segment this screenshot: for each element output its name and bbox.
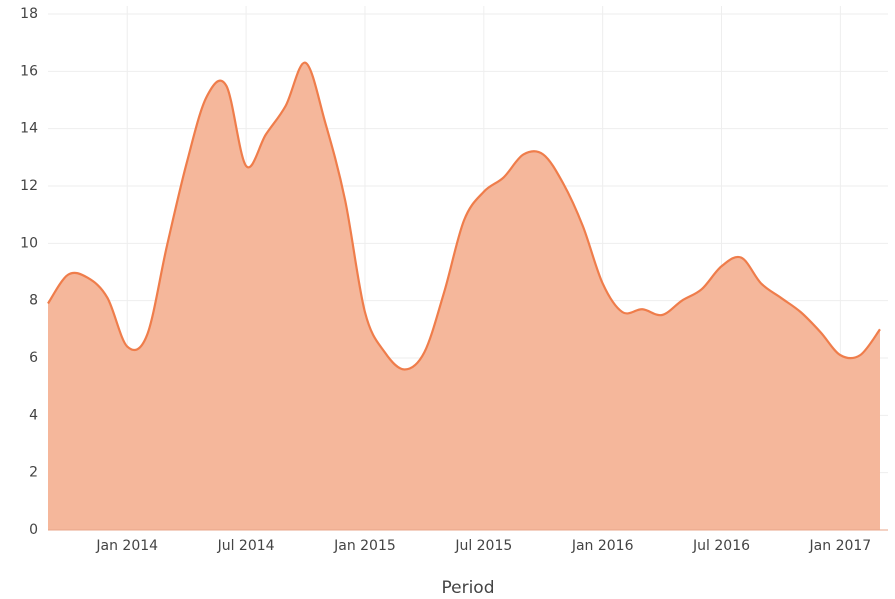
y-tick-label: 14 bbox=[20, 121, 38, 137]
x-tick-label: Jul 2014 bbox=[217, 538, 275, 554]
x-tick-label: Jan 2017 bbox=[809, 538, 872, 554]
area-line bbox=[47, 61, 881, 371]
y-tick-label: 10 bbox=[20, 235, 38, 251]
area-fill bbox=[48, 62, 880, 530]
y-tick-label: 18 bbox=[20, 6, 38, 22]
y-tick-label: 0 bbox=[29, 522, 38, 538]
y-tick-label: 6 bbox=[29, 350, 38, 366]
x-tick-label: Jan 2014 bbox=[95, 538, 158, 554]
y-tick-label: 12 bbox=[20, 178, 38, 194]
y-tick-label: 2 bbox=[29, 465, 38, 481]
x-tick-label: Jul 2016 bbox=[692, 538, 750, 554]
y-tick-label: 16 bbox=[20, 63, 38, 79]
x-tick-label: Jan 2015 bbox=[333, 538, 396, 554]
x-axis-title: Period bbox=[441, 578, 494, 598]
y-tick-label: 8 bbox=[29, 293, 38, 309]
y-tick-label: 4 bbox=[29, 407, 38, 423]
x-tick-label: Jan 2016 bbox=[571, 538, 634, 554]
x-tick-label: Jul 2015 bbox=[454, 538, 512, 554]
